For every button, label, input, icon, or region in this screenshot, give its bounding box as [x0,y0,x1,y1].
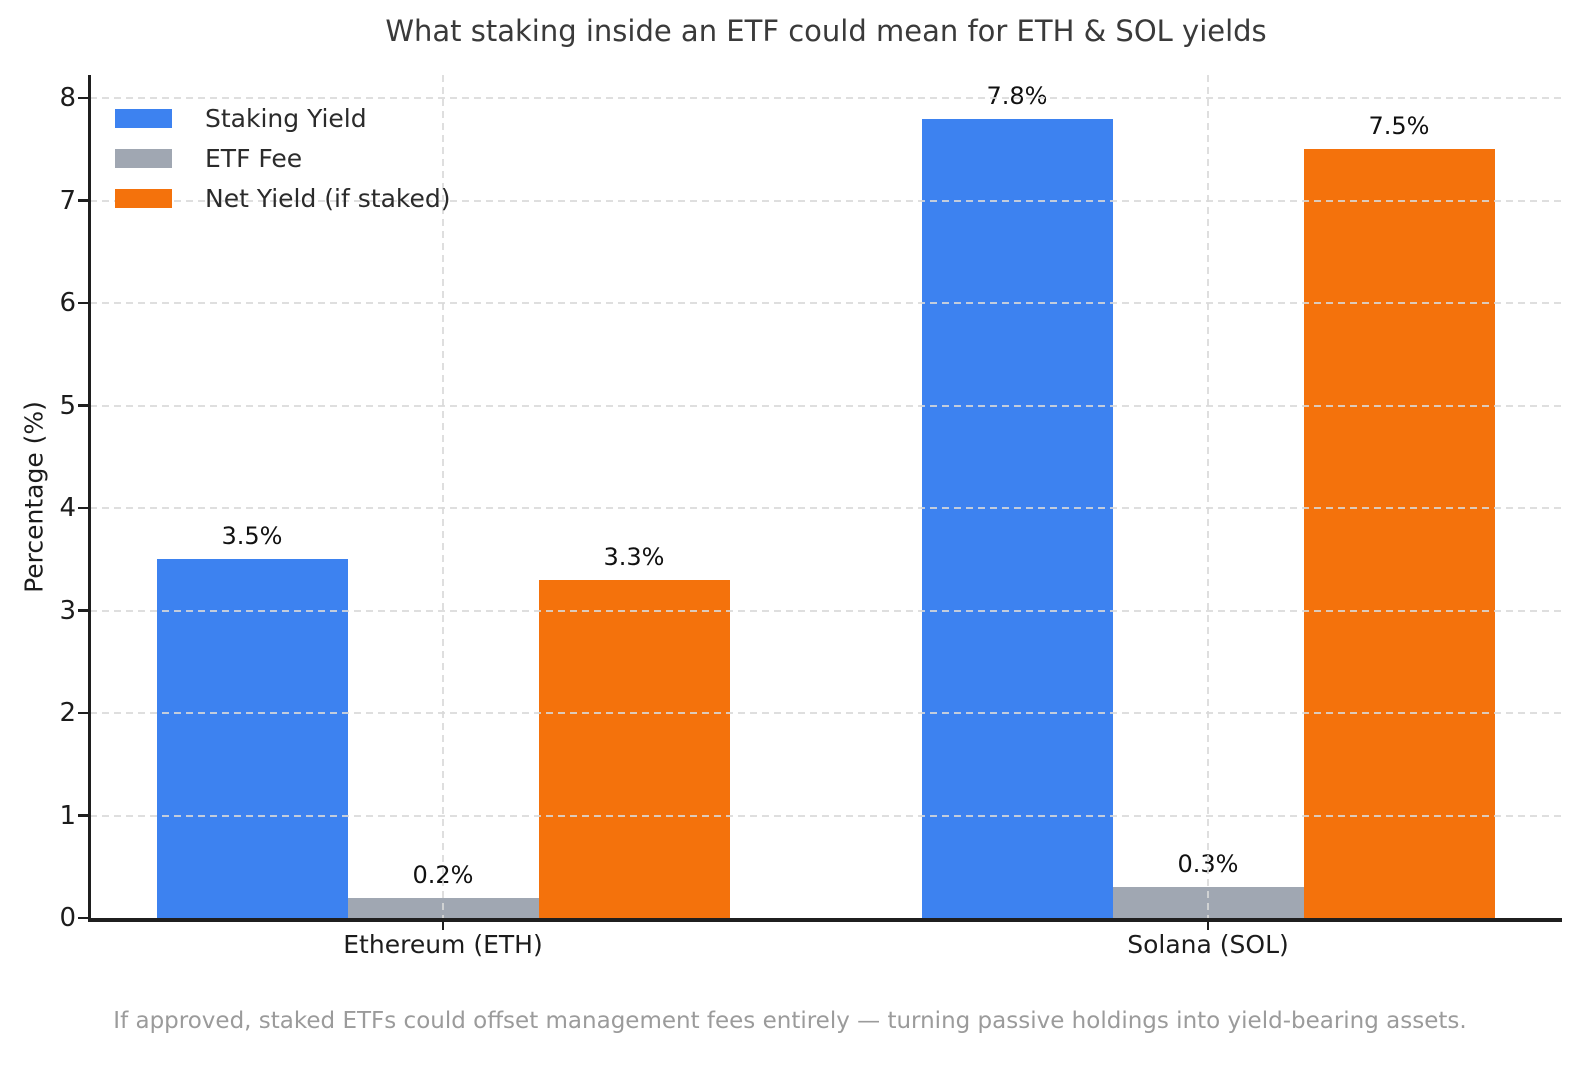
y-tick-mark [78,404,88,407]
y-tick-mark [78,711,88,715]
bar-value-label: 7.5% [1368,112,1430,141]
bar-net-yield-if-staked-1 [1303,149,1495,918]
y-tick-label: 7 [59,185,76,216]
legend-swatch [115,188,172,208]
x-tick-label: Ethereum (ETH) [343,930,543,959]
chart-title: What staking inside an ETF could mean fo… [385,14,1267,48]
legend-label: ETF Fee [205,143,303,173]
y-tick-label: 8 [59,83,76,113]
gridline-v [442,75,444,918]
y-tick-label: 0 [59,903,76,933]
bar-staking-yield-0 [156,559,348,918]
y-tick-mark [78,96,88,100]
x-tick-mark [1206,921,1210,930]
chart-footnote: If approved, staked ETFs could offset ma… [113,1008,1467,1034]
bar-staking-yield-1 [921,118,1113,918]
y-tick-label: 2 [59,698,76,728]
legend-item: Staking Yield [105,98,450,138]
gridline-h [90,814,1562,817]
legend-item: ETF Fee [105,138,450,178]
gridline-h [90,609,1562,612]
x-tick-mark [441,921,445,930]
bar-value-label: 7.8% [986,81,1048,110]
y-tick-mark [78,916,88,920]
y-tick-label: 3 [59,595,76,626]
y-axis-spine [87,75,91,922]
legend-label: Net Yield (if staked) [205,183,451,213]
y-tick-label: 5 [59,390,76,421]
legend-item: Net Yield (if staked) [105,178,450,218]
gridline-h [90,712,1562,714]
bar-value-label: 3.3% [603,542,665,571]
y-tick-label: 1 [59,800,76,831]
gridline-v [1207,75,1209,918]
gridline-h [90,302,1562,304]
bar-net-yield-if-staked-0 [538,579,730,918]
y-tick-mark [78,301,88,305]
x-tick-label: Solana (SOL) [1127,930,1289,959]
x-axis-spine [87,917,1562,922]
chart-legend: Staking Yield ETF Fee Net Yield (if staked… [105,98,450,218]
gridline-h [90,404,1562,407]
gridline-h [90,199,1562,202]
gridline-h [90,97,1562,99]
gridline-h [90,507,1562,509]
y-tick-mark [78,814,88,817]
legend-label: Staking Yield [205,103,367,133]
y-tick-mark [78,199,88,202]
y-tick-mark [78,609,88,612]
y-tick-label: 4 [59,493,76,523]
legend-swatch [115,148,172,168]
y-tick-label: 6 [59,288,76,318]
bar-value-label: 3.5% [221,522,283,551]
legend-swatch [115,108,172,128]
y-tick-mark [78,506,88,510]
